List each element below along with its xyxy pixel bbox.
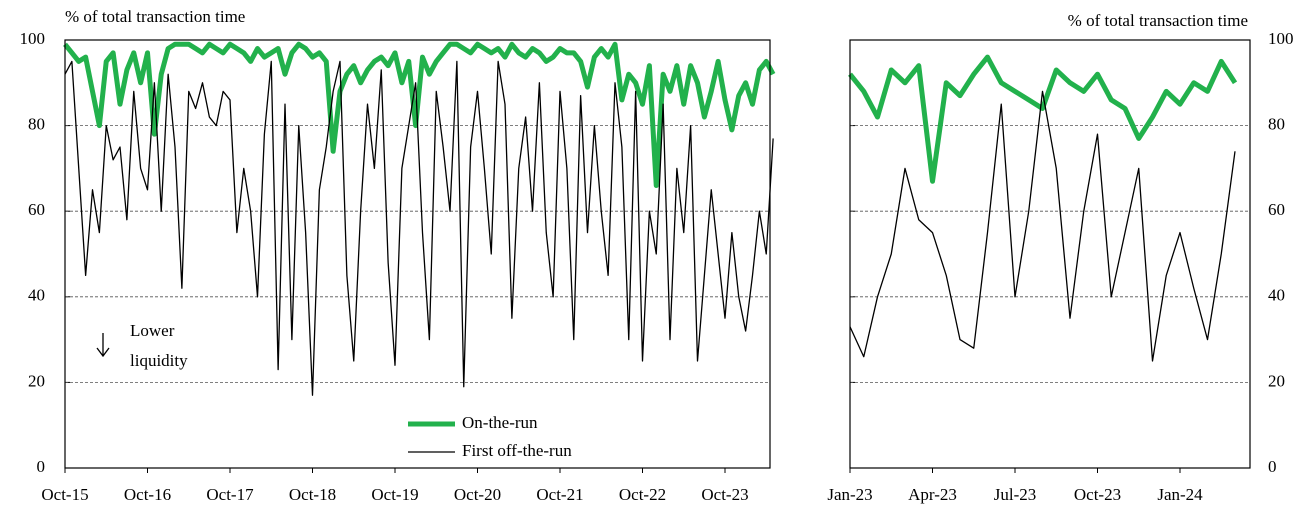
x-tick-label: Jan-24 <box>1157 485 1203 504</box>
series-line <box>848 54 1238 184</box>
annotation: Lower <box>130 321 175 340</box>
x-tick-label: Oct-15 <box>41 485 88 504</box>
y-tick-label: 40 <box>28 286 45 305</box>
x-tick-label: Jan-23 <box>827 485 872 504</box>
legend-label: On-the-run <box>462 413 538 432</box>
x-tick-label: Oct-20 <box>454 485 501 504</box>
x-tick-label: Oct-23 <box>1074 485 1121 504</box>
series-line <box>63 41 776 189</box>
y-tick-label: 60 <box>1268 200 1285 219</box>
y-axis-title: % of total transaction time <box>65 7 245 26</box>
y-tick-label: 80 <box>28 115 45 134</box>
y-tick-label: 40 <box>1268 286 1285 305</box>
x-tick-label: Apr-23 <box>908 485 957 504</box>
series-line <box>64 60 774 396</box>
plot-frame <box>64 39 771 469</box>
y-tick-label: 20 <box>1268 371 1285 390</box>
y-tick-label: 20 <box>28 371 45 390</box>
y-tick-label: 100 <box>20 29 46 48</box>
y-tick-label: 60 <box>28 200 45 219</box>
annotation: liquidity <box>130 351 188 370</box>
x-tick-label: Oct-17 <box>206 485 254 504</box>
x-tick-label: Oct-22 <box>619 485 666 504</box>
x-tick-label: Oct-21 <box>536 485 583 504</box>
x-tick-label: Jul-23 <box>994 485 1037 504</box>
y-tick-label: 0 <box>37 457 46 476</box>
y-tick-label: 100 <box>1268 29 1294 48</box>
x-tick-label: Oct-19 <box>371 485 418 504</box>
annotation-arrow <box>96 333 110 358</box>
series-line <box>849 90 1236 362</box>
legend-label: First off-the-run <box>462 441 572 460</box>
y-tick-label: 80 <box>1268 115 1285 134</box>
x-tick-label: Oct-23 <box>701 485 748 504</box>
y-tick-label: 0 <box>1268 457 1277 476</box>
y-axis-title: % of total transaction time <box>1068 11 1248 30</box>
x-tick-label: Oct-18 <box>289 485 336 504</box>
x-tick-label: Oct-16 <box>124 485 171 504</box>
plot-frame <box>849 39 1251 469</box>
